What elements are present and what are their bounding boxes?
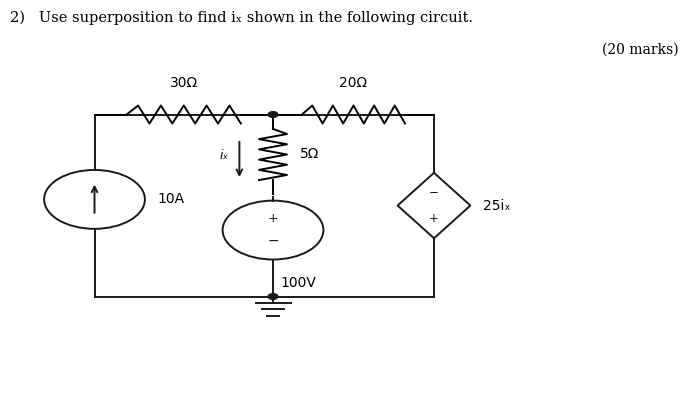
Text: −: − — [267, 234, 279, 248]
Text: 100V: 100V — [280, 276, 316, 290]
Text: iₓ: iₓ — [220, 149, 228, 162]
Circle shape — [268, 294, 278, 299]
Text: 2)   Use superposition to find iₓ shown in the following circuit.: 2) Use superposition to find iₓ shown in… — [10, 10, 473, 25]
Text: (20 marks): (20 marks) — [603, 43, 679, 57]
Text: 5Ω: 5Ω — [300, 148, 319, 162]
Circle shape — [268, 112, 278, 117]
Text: 25iₓ: 25iₓ — [483, 198, 510, 213]
Text: 10A: 10A — [158, 192, 185, 207]
Text: +: + — [267, 212, 279, 225]
Text: 20Ω: 20Ω — [340, 76, 368, 90]
Text: −: − — [429, 186, 439, 199]
Text: 30Ω: 30Ω — [169, 76, 198, 90]
Text: +: + — [429, 212, 439, 225]
